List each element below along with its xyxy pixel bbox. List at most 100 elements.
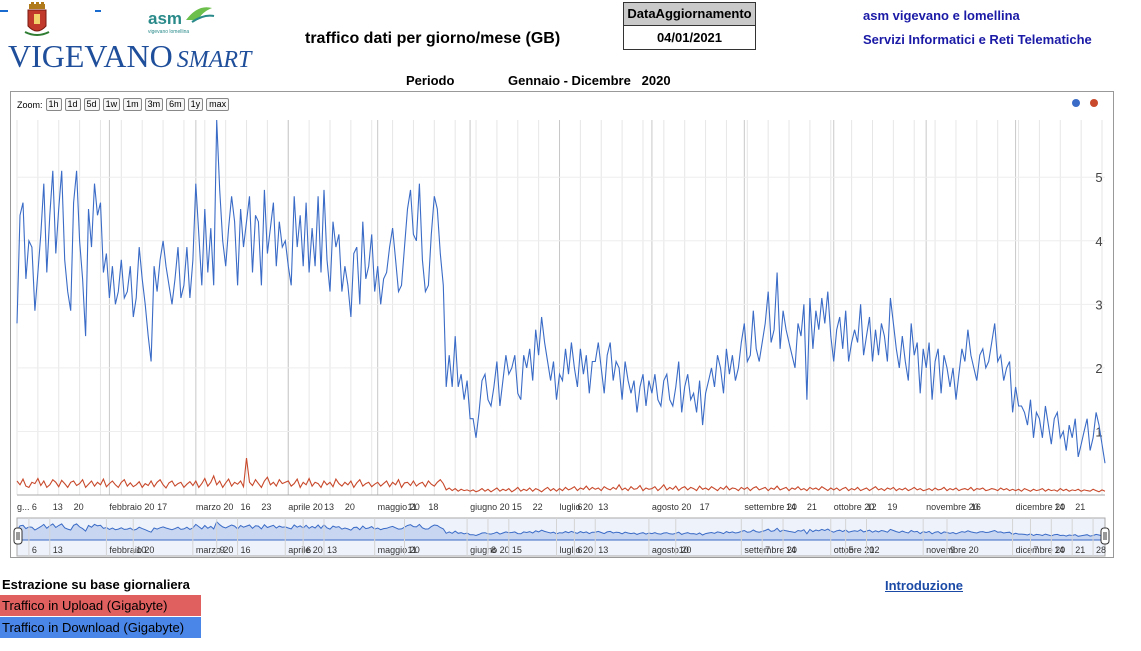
x-tick-label: 16 [971, 502, 981, 512]
navigator-tick-label: 10 [679, 545, 689, 555]
navigator-tick-label: 14 [786, 545, 796, 555]
navigator-tick-label: febbraio 20 [109, 545, 154, 555]
zoom-1m-button[interactable]: 1m [123, 98, 142, 111]
navigator-tick-label: settembre 20 [744, 545, 797, 555]
update-date-box: DataAggiornamento 04/01/2021 [623, 2, 756, 50]
navigator-tick-label: 14 [1054, 545, 1064, 555]
navigator-tick-label: 21 [1075, 545, 1085, 555]
zoom-1y-button[interactable]: 1y [187, 98, 204, 111]
update-label: DataAggiornamento [624, 3, 755, 26]
logo-smart-text: SMART [176, 47, 252, 73]
x-tick-label: g... [17, 502, 30, 512]
x-tick-label: maggio 20 [378, 502, 420, 512]
x-tick-label: 12 [867, 502, 877, 512]
period-value: Gennaio - Dicembre 2020 [508, 73, 671, 88]
navigator-tick-label: 13 [327, 545, 337, 555]
intro-link[interactable]: Introduzione [885, 578, 963, 593]
x-tick-label: 22 [533, 502, 543, 512]
navigator-left-handle[interactable] [13, 527, 23, 545]
city-crest-logo [23, 2, 51, 38]
zoom-label: Zoom: [17, 99, 43, 110]
navigator-tick-label: novembre 20 [926, 545, 979, 555]
zoom-1d-button[interactable]: 1d [64, 98, 81, 111]
navigator-tick-label: giugno 20 [470, 545, 510, 555]
navigator-tick-label: 9 [220, 545, 225, 555]
zoom-3m-button[interactable]: 3m [144, 98, 164, 111]
navigator-tick-label: luglio 20 [560, 545, 594, 555]
x-tick-label: 13 [324, 502, 334, 512]
x-tick-label: 19 [887, 502, 897, 512]
navigator-tick-label: 12 [870, 545, 880, 555]
navigator-tick-label: 10 [136, 545, 146, 555]
navigator-tick-label: maggio 20 [378, 545, 420, 555]
navigator-tick-label: 28 [1096, 545, 1106, 555]
svg-text:vigevano lomellina: vigevano lomellina [148, 29, 189, 35]
zoom-controls: Zoom: 1h 1d 5d 1w 1m 3m 6m 1y max [17, 98, 230, 111]
legend-upload: Traffico in Upload (Gigabyte) [0, 595, 201, 616]
x-tick-label: aprile 20 [288, 502, 323, 512]
legend-download: Traffico in Download (Gigabyte) [0, 617, 201, 638]
navigator-tick-label: ottobre 20 [834, 545, 875, 555]
download-legend-dot [1072, 99, 1080, 107]
navigator-tick-label: 6 [306, 545, 311, 555]
zoom-max-button[interactable]: max [206, 98, 230, 111]
x-tick-label: giugno 20 [470, 502, 510, 512]
navigator-tick-label: 16 [241, 545, 251, 555]
chart-frame [10, 91, 1114, 558]
zoom-6m-button[interactable]: 6m [166, 98, 185, 111]
navigator-tick-label: 6 [577, 545, 582, 555]
navigator-tick-label: 13 [598, 545, 608, 555]
navigator-series [16, 520, 1106, 541]
top-left-accent-bar [0, 0, 101, 12]
page-title: traffico dati per giorno/mese (GB) [305, 30, 561, 47]
x-tick-label: 14 [786, 502, 796, 512]
zoom-1w-button[interactable]: 1w [102, 98, 121, 111]
org-name: asm vigevano e lomellina [863, 8, 1020, 23]
x-tick-label: novembre 20 [926, 502, 979, 512]
download-series-line [16, 119, 1106, 464]
x-tick-label: 21 [807, 502, 817, 512]
svg-text:asm: asm [148, 9, 182, 28]
x-tick-label: 17 [157, 502, 167, 512]
upload-legend-dot [1090, 99, 1098, 107]
handle-body [13, 527, 23, 545]
x-tick-label: agosto 20 [652, 502, 692, 512]
x-tick-label: 16 [241, 502, 251, 512]
navigator-tick-label: 6 [32, 545, 37, 555]
navigator-tick-label: 15 [512, 545, 522, 555]
navigator-tick-label: agosto 20 [652, 545, 692, 555]
zoom-5d-button[interactable]: 5d [83, 98, 100, 111]
x-tick-label: marzo 20 [196, 502, 234, 512]
navigator-tick-label: marzo 20 [196, 545, 234, 555]
zoom-1h-button[interactable]: 1h [45, 98, 62, 111]
navigator-tick-label: 9 [950, 545, 955, 555]
x-tick-label: 15 [512, 502, 522, 512]
navigator-tick-label: dicembre 20 [1016, 545, 1066, 555]
x-tick-label: luglio 20 [560, 502, 594, 512]
logo-vigevano-text: VIGEVANO [8, 38, 173, 74]
handle-body [1100, 527, 1110, 545]
navigator-tick-label: 11 [407, 545, 416, 555]
navigator-tick-label: 13 [53, 545, 63, 555]
extraction-title: Estrazione su base giornaliera [2, 577, 190, 592]
period-label: Periodo [406, 73, 455, 88]
navigator-tick-label: 7 [1033, 545, 1038, 555]
y-tick-label: 4 [1095, 234, 1102, 249]
navigator-tick-label: 5 [849, 545, 854, 555]
x-tick-label: settembre 20 [744, 502, 797, 512]
x-tick-label: 23 [261, 502, 271, 512]
asm-logo: asm vigevano lomellina [148, 2, 218, 38]
navigator-right-handle[interactable] [1100, 527, 1110, 545]
x-tick-label: 21 [1075, 502, 1085, 512]
x-tick-label: 13 [53, 502, 63, 512]
x-tick-label: 17 [700, 502, 710, 512]
x-tick-label: 6 [32, 502, 37, 512]
x-tick-label: 20 [74, 502, 84, 512]
x-tick-label: dicembre 20 [1016, 502, 1066, 512]
x-tick-label: 13 [598, 502, 608, 512]
x-tick-label: 11 [407, 502, 416, 512]
x-tick-label: 6 [577, 502, 582, 512]
y-tick-label: 3 [1095, 297, 1102, 312]
upload-series-line [16, 458, 1106, 493]
